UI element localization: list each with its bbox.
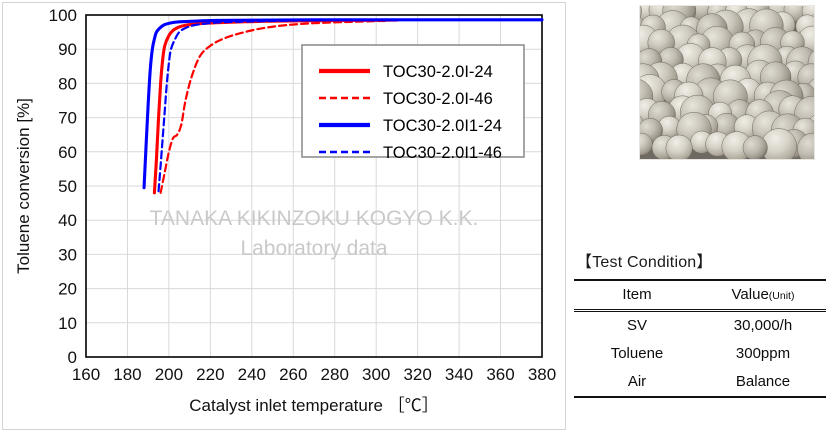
x-tick-340: 340 bbox=[445, 365, 473, 384]
pellet-sphere bbox=[742, 135, 768, 159]
test-condition-title: 【Test Condition】 bbox=[576, 254, 713, 271]
y-tick-60: 60 bbox=[58, 143, 77, 162]
cell-item: SV bbox=[626, 317, 647, 334]
series-line-1 bbox=[159, 19, 388, 194]
pellet-sphere bbox=[797, 132, 814, 159]
x-tick-300: 300 bbox=[362, 365, 390, 384]
cell-item: Toluene bbox=[610, 345, 664, 362]
column-header-value: Value(Unit) bbox=[700, 279, 826, 311]
x-tick-260: 260 bbox=[279, 365, 307, 384]
legend-label-1: TOC30-2.0I-46 bbox=[383, 90, 493, 108]
y-tick-100: 100 bbox=[49, 6, 77, 25]
legend-label-0: TOC30-2.0I-24 bbox=[383, 63, 493, 81]
series-layer bbox=[142, 18, 544, 195]
x-tick-320: 320 bbox=[403, 365, 431, 384]
x-tick-360: 360 bbox=[486, 365, 514, 384]
y-tick-0: 0 bbox=[68, 348, 77, 367]
y-tick-30: 30 bbox=[58, 245, 77, 264]
y-tick-40: 40 bbox=[58, 211, 77, 230]
cell-value: 300ppm bbox=[735, 345, 791, 362]
watermark-subtitle: Laboratory data bbox=[240, 237, 387, 260]
watermark-company: TANAKA KIKINZOKU KOGYO K.K. bbox=[150, 207, 479, 230]
cell-value: 30,000/h bbox=[733, 317, 793, 334]
plot-frame bbox=[85, 14, 543, 358]
x-tick-380: 380 bbox=[528, 365, 556, 384]
x-tick-280: 280 bbox=[321, 365, 349, 384]
conversion-line-chart: TANAKA KIKINZOKU KOGYO K.K. Laboratory d… bbox=[14, 6, 556, 415]
legend-label-2: TOC30-2.0I1-24 bbox=[383, 117, 502, 135]
series-line-3 bbox=[157, 18, 544, 193]
x-tick-180: 180 bbox=[113, 365, 141, 384]
chart-panel: TANAKA KIKINZOKU KOGYO K.K. Laboratory d… bbox=[2, 2, 566, 430]
x-axis-title: Catalyst inlet temperature ［℃］ bbox=[189, 396, 438, 415]
table-row: SV 30,000/h bbox=[574, 311, 826, 341]
x-tick-200: 200 bbox=[155, 365, 183, 384]
y-tick-50: 50 bbox=[58, 177, 77, 196]
legend-label-3: TOC30-2.0I1-46 bbox=[383, 144, 502, 162]
pellets-illustration bbox=[640, 6, 814, 159]
column-header-value-text: Value bbox=[731, 286, 769, 303]
cell-item: Air bbox=[627, 373, 647, 390]
y-tick-labels: 0 10 20 30 40 50 60 70 80 90 100 bbox=[49, 6, 77, 367]
column-header-item: Item bbox=[574, 279, 700, 311]
y-tick-20: 20 bbox=[58, 280, 77, 299]
x-tick-labels: 160 180 200 220 240 260 280 300 320 340 360 380 bbox=[72, 365, 556, 384]
legend-box bbox=[301, 44, 525, 158]
cell-value: Balance bbox=[735, 373, 791, 390]
y-tick-80: 80 bbox=[58, 74, 77, 93]
x-tick-240: 240 bbox=[238, 365, 266, 384]
test-condition-panel: 【Test Condition】 Item Value(Unit) SV 30,0… bbox=[574, 248, 832, 398]
column-header-unit: (Unit) bbox=[768, 290, 795, 302]
table-row: Toluene 300ppm bbox=[574, 340, 826, 368]
x-tick-160: 160 bbox=[72, 365, 100, 384]
table-row: Air Balance bbox=[574, 368, 826, 397]
x-tick-220: 220 bbox=[196, 365, 224, 384]
catalyst-pellets-photo bbox=[639, 5, 815, 160]
table-header-row: Item Value(Unit) bbox=[574, 279, 826, 311]
pellet-sphere bbox=[665, 134, 693, 159]
y-axis-title: Toluene conversion [%] bbox=[14, 98, 33, 274]
y-tick-70: 70 bbox=[58, 109, 77, 128]
y-tick-10: 10 bbox=[58, 314, 77, 333]
y-tick-90: 90 bbox=[58, 40, 77, 59]
chart-legend: TOC30-2.0I-24 TOC30-2.0I-46 TOC30-2.0I1-24… bbox=[301, 44, 525, 162]
pellet-sphere bbox=[640, 6, 642, 19]
test-condition-table: Item Value(Unit) SV 30,000/h Toluene 300ppm… bbox=[574, 279, 826, 398]
